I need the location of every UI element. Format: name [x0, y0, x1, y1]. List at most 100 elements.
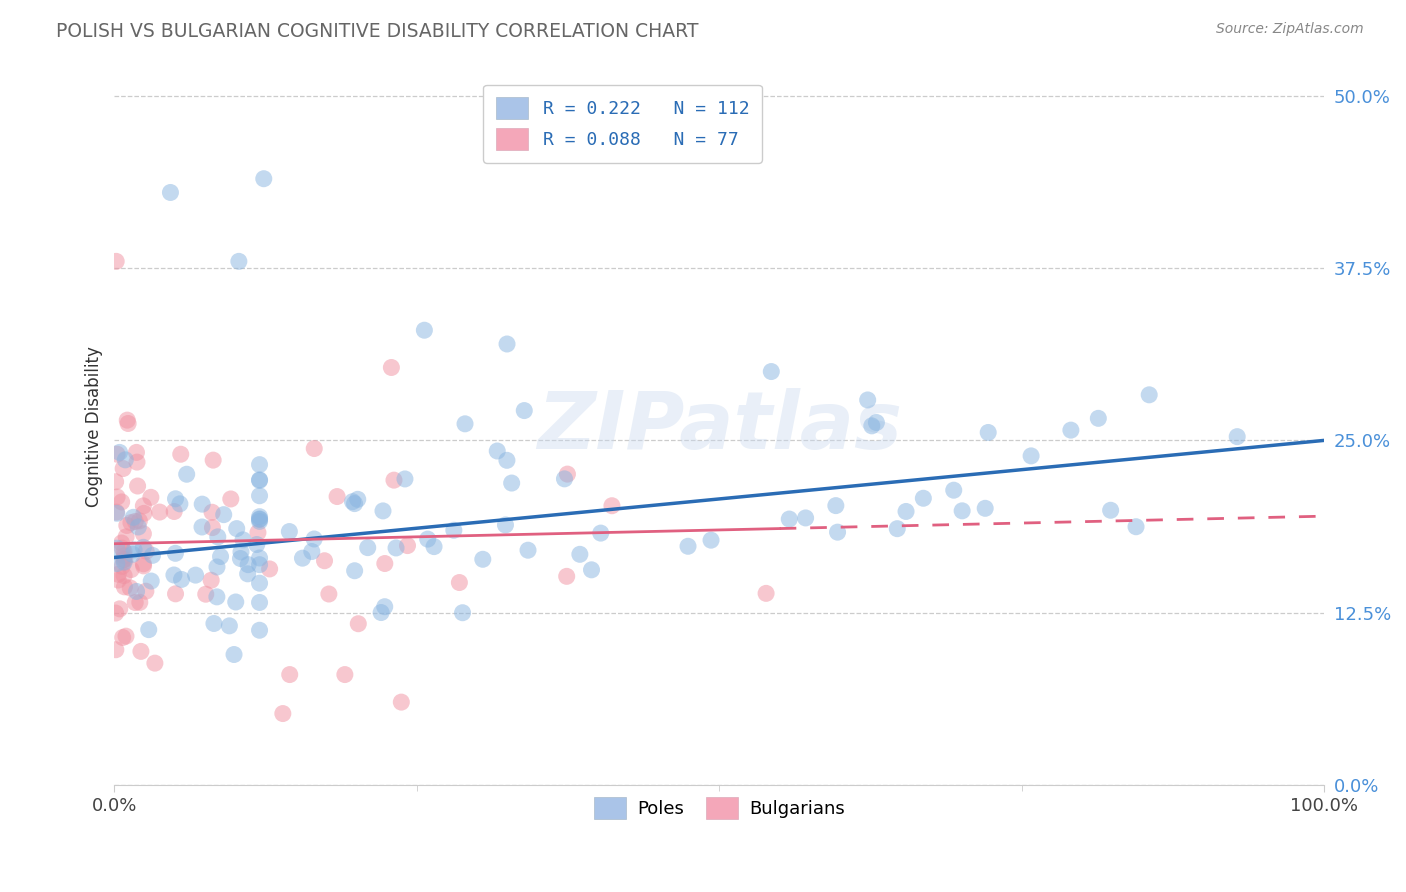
- Point: [138, 623, 160, 637]
- Point: [120, 516, 142, 530]
- Point: [342, 494, 364, 508]
- Point: [112, 568, 135, 582]
- Point: [120, 581, 142, 595]
- Point: [496, 337, 519, 351]
- Point: [501, 476, 523, 491]
- Point: [105, 557, 128, 571]
- Point: [135, 544, 157, 558]
- Point: [977, 425, 1000, 440]
- Point: [229, 545, 252, 559]
- Point: [105, 541, 128, 556]
- Point: [104, 606, 127, 620]
- Point: [249, 458, 271, 472]
- Point: [115, 518, 138, 533]
- Point: [132, 557, 155, 571]
- Point: [205, 560, 228, 574]
- Point: [170, 447, 193, 461]
- Point: [108, 602, 131, 616]
- Point: [128, 514, 150, 528]
- Point: [124, 595, 146, 609]
- Point: [124, 515, 146, 529]
- Point: [413, 323, 436, 337]
- Point: [555, 569, 578, 583]
- Point: [794, 511, 817, 525]
- Point: [125, 445, 148, 459]
- Point: [111, 631, 134, 645]
- Point: [125, 455, 148, 469]
- Point: [824, 499, 846, 513]
- Point: [600, 499, 623, 513]
- Point: [107, 573, 129, 587]
- Point: [253, 171, 276, 186]
- Point: [370, 606, 392, 620]
- Point: [380, 360, 402, 375]
- Point: [326, 490, 349, 504]
- Point: [249, 473, 271, 487]
- Point: [212, 508, 235, 522]
- Point: [496, 453, 519, 467]
- Point: [249, 509, 271, 524]
- Point: [105, 447, 128, 461]
- Point: [114, 552, 136, 566]
- Point: [112, 552, 135, 566]
- Point: [115, 530, 138, 544]
- Point: [302, 442, 325, 456]
- Point: [314, 554, 336, 568]
- Point: [249, 512, 271, 526]
- Point: [778, 512, 800, 526]
- Point: [191, 497, 214, 511]
- Point: [416, 532, 439, 546]
- Point: [112, 544, 135, 558]
- Point: [1125, 520, 1147, 534]
- Point: [165, 587, 187, 601]
- Point: [191, 520, 214, 534]
- Point: [163, 568, 186, 582]
- Point: [117, 417, 139, 431]
- Point: [125, 584, 148, 599]
- Point: [129, 644, 152, 658]
- Point: [170, 573, 193, 587]
- Point: [111, 541, 134, 556]
- Point: [141, 549, 163, 563]
- Point: [761, 365, 783, 379]
- Point: [115, 629, 138, 643]
- Point: [114, 580, 136, 594]
- Point: [454, 417, 477, 431]
- Legend: R = 0.222   N = 112, R = 0.088   N = 77: R = 0.222 N = 112, R = 0.088 N = 77: [484, 85, 762, 163]
- Point: [259, 562, 281, 576]
- Point: [165, 546, 187, 560]
- Point: [139, 491, 162, 505]
- Point: [382, 473, 405, 487]
- Point: [159, 186, 181, 200]
- Point: [132, 507, 155, 521]
- Point: [249, 576, 271, 591]
- Y-axis label: Cognitive Disability: Cognitive Disability: [86, 346, 103, 507]
- Point: [111, 495, 134, 509]
- Point: [229, 551, 252, 566]
- Point: [228, 254, 250, 268]
- Point: [112, 555, 135, 569]
- Point: [200, 574, 222, 588]
- Point: [318, 587, 340, 601]
- Point: [249, 474, 271, 488]
- Point: [222, 648, 245, 662]
- Point: [249, 595, 271, 609]
- Point: [271, 706, 294, 721]
- Point: [700, 533, 723, 548]
- Point: [209, 549, 232, 564]
- Point: [301, 544, 323, 558]
- Text: Source: ZipAtlas.com: Source: ZipAtlas.com: [1216, 22, 1364, 37]
- Point: [291, 551, 314, 566]
- Point: [176, 467, 198, 482]
- Point: [202, 616, 225, 631]
- Point: [471, 552, 494, 566]
- Point: [149, 505, 172, 519]
- Point: [249, 514, 271, 528]
- Point: [122, 510, 145, 524]
- Point: [121, 547, 143, 561]
- Point: [104, 475, 127, 489]
- Point: [443, 523, 465, 537]
- Point: [912, 491, 935, 506]
- Text: POLISH VS BULGARIAN COGNITIVE DISABILITY CORRELATION CHART: POLISH VS BULGARIAN COGNITIVE DISABILITY…: [56, 22, 699, 41]
- Point: [143, 656, 166, 670]
